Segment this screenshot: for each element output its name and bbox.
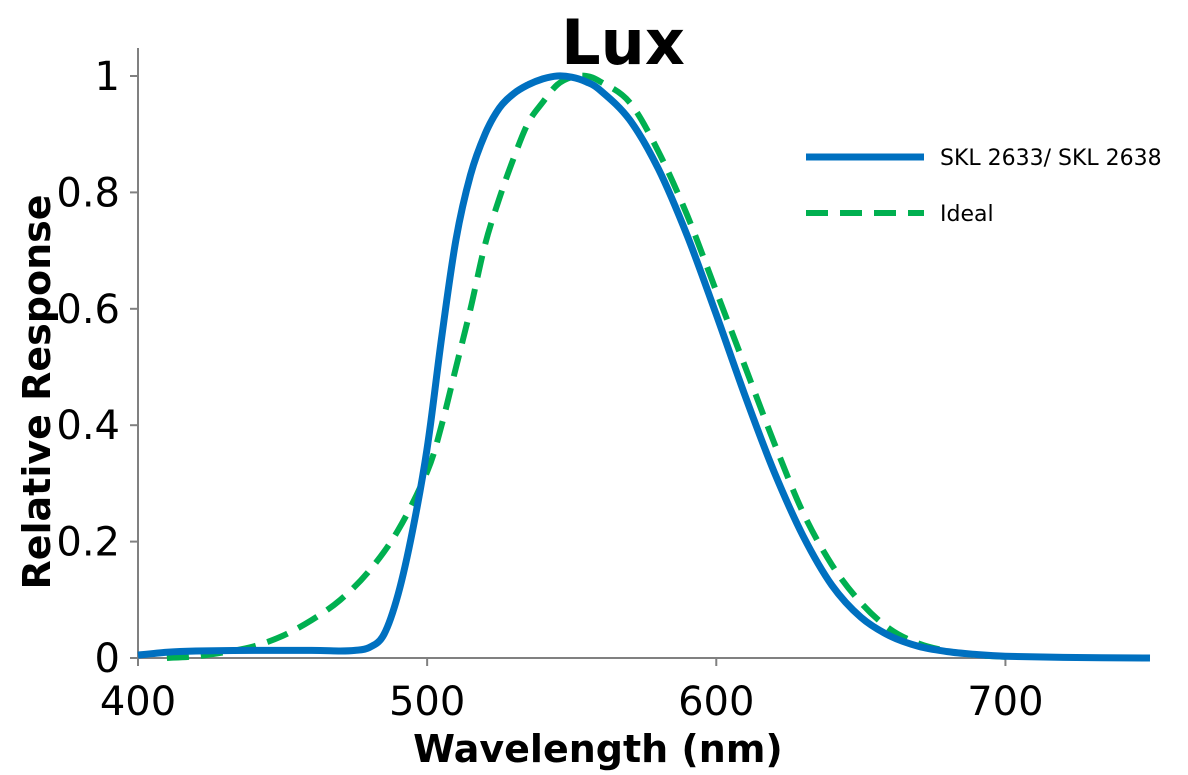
- chart-title: Lux: [561, 6, 685, 79]
- x-tick-label: 600: [678, 679, 754, 725]
- y-tick-label: 0.2: [56, 520, 120, 566]
- y-tick-label: 0: [95, 636, 120, 682]
- y-tick-label: 0.4: [56, 403, 120, 449]
- y-tick-label: 0.8: [56, 170, 120, 216]
- y-axis-title: Relative Response: [15, 194, 59, 589]
- legend-label: Ideal: [940, 202, 994, 227]
- x-tick-label: 500: [389, 679, 465, 725]
- x-tick-label: 400: [100, 679, 176, 725]
- y-tick-label: 1: [95, 54, 120, 100]
- series-line-skl: [137, 72, 1151, 662]
- series-lines: [137, 72, 1151, 662]
- legend: SKL 2633/ SKL 2638 Ideal: [806, 146, 1162, 227]
- y-tick-label: 0.6: [56, 287, 120, 333]
- x-tick-label: 700: [967, 679, 1043, 725]
- legend-label: SKL 2633/ SKL 2638: [940, 146, 1162, 171]
- tick-labels: 0 0.2 0.4 0.6 0.8 1 400 500 600 700: [56, 54, 1043, 725]
- x-axis-title: Wavelength (nm): [413, 727, 783, 771]
- series-line-ideal: [166, 72, 1006, 661]
